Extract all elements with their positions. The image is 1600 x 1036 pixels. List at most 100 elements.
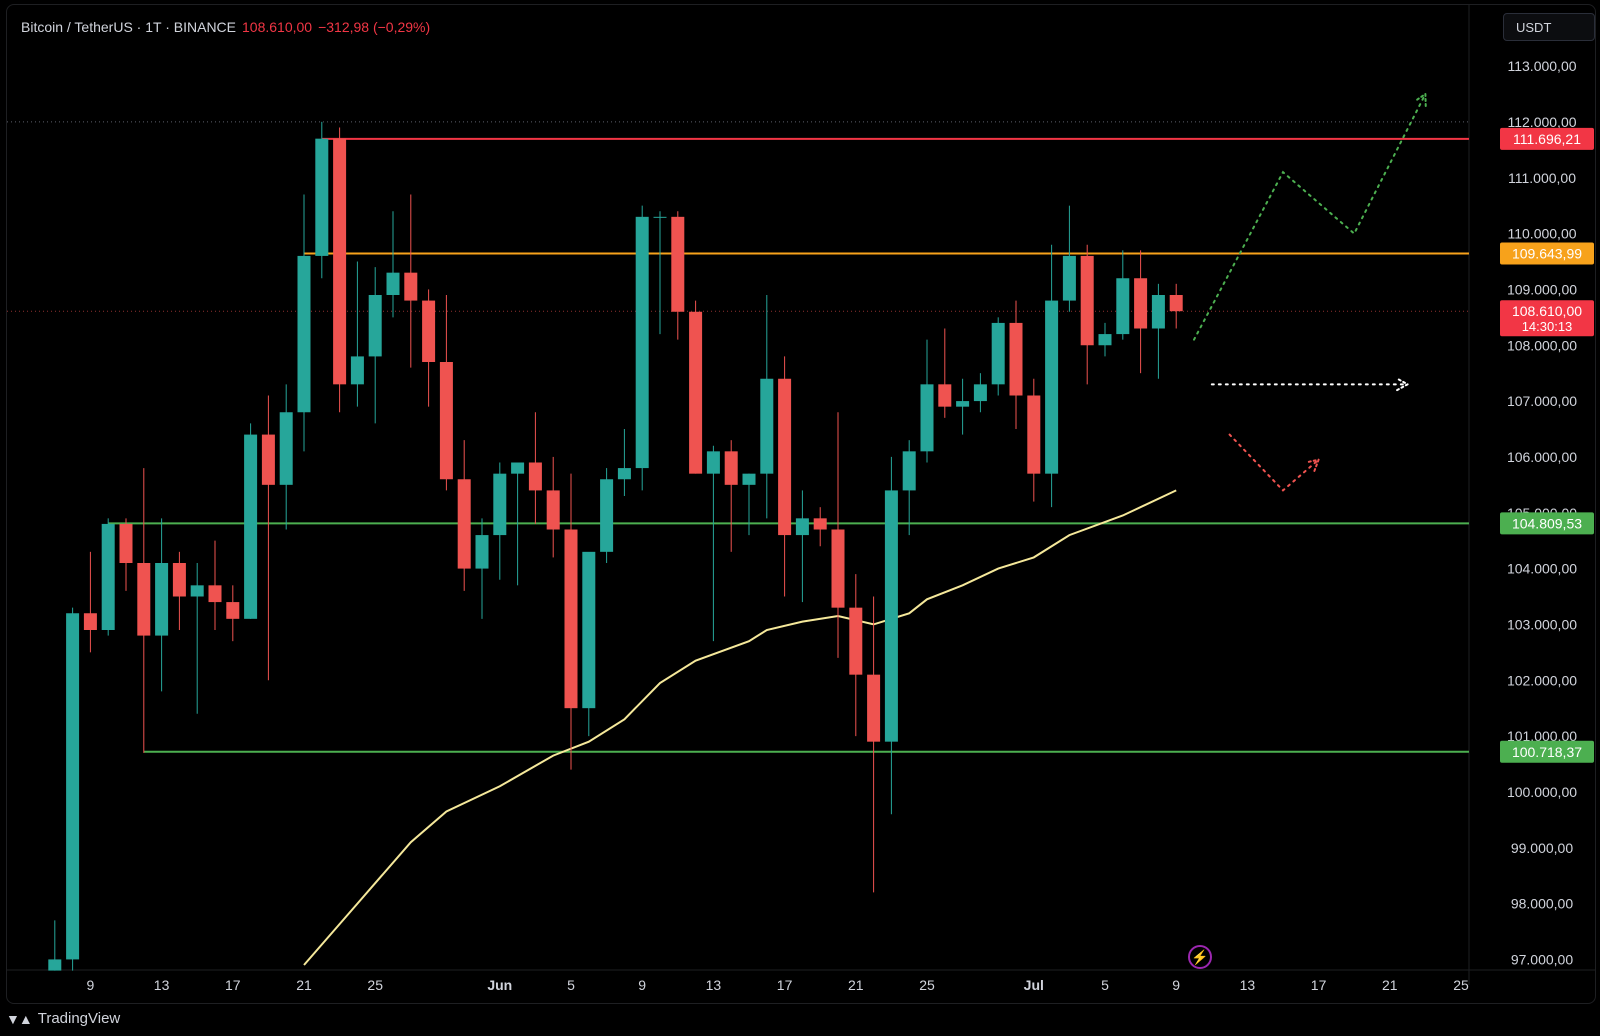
candle-body bbox=[66, 613, 80, 960]
y-tick-label: 106.000,00 bbox=[1507, 449, 1577, 465]
candlestick-chart[interactable]: 97.000,00 98.000,00 99.000,00 100.000,00 101… bbox=[7, 5, 1595, 1003]
candle-body bbox=[1116, 278, 1130, 335]
candle-body bbox=[1169, 295, 1183, 312]
candle bbox=[742, 473, 756, 536]
candle bbox=[867, 596, 881, 893]
candle-body bbox=[368, 295, 382, 357]
y-tick-label: 112.000,00 bbox=[1507, 114, 1576, 130]
current-price-countdown: 14:30:13 bbox=[1522, 319, 1573, 334]
candle bbox=[706, 445, 720, 642]
sideways-scenario-path-arrowhead bbox=[1396, 377, 1410, 392]
moving-average-line bbox=[303, 489, 1177, 966]
x-tick-label: 13 bbox=[706, 977, 722, 993]
x-tick-label: 17 bbox=[225, 977, 241, 993]
candle bbox=[1151, 283, 1165, 379]
header-change: −312,98 (−0,29%) bbox=[318, 19, 431, 35]
x-tick-label: 13 bbox=[1240, 977, 1256, 993]
candle bbox=[600, 468, 614, 563]
candle-body bbox=[137, 563, 151, 636]
candle-body bbox=[617, 468, 631, 480]
candle-body bbox=[902, 451, 916, 491]
candle-body bbox=[172, 563, 186, 597]
y-tick-label: 101.000,00 bbox=[1507, 728, 1577, 744]
candle bbox=[1098, 322, 1112, 357]
candle-body bbox=[119, 523, 133, 563]
candle bbox=[671, 211, 685, 340]
x-tick-label: 9 bbox=[87, 977, 95, 993]
candle bbox=[261, 395, 275, 681]
y-tick-label: 104.000,00 bbox=[1507, 561, 1577, 577]
candle bbox=[973, 373, 987, 413]
symbol-title[interactable]: Bitcoin / TetherUS · 1T · BINANCE bbox=[21, 19, 236, 35]
candle-body bbox=[1027, 395, 1041, 474]
x-tick-label: 13 bbox=[154, 977, 170, 993]
candle bbox=[155, 518, 169, 692]
mid-level-line-tag: 109.643,99 bbox=[1500, 242, 1594, 265]
y-tick-label: 109.000,00 bbox=[1507, 281, 1577, 297]
resistance-line-tag-bg bbox=[1500, 127, 1594, 150]
candle bbox=[66, 607, 80, 971]
candle bbox=[1169, 283, 1183, 329]
candle bbox=[920, 339, 934, 463]
candle-body bbox=[973, 384, 987, 402]
x-tick-label: 5 bbox=[1101, 977, 1109, 993]
candle-body bbox=[244, 434, 258, 619]
candle-body bbox=[439, 362, 453, 480]
candle bbox=[333, 127, 347, 413]
candle bbox=[546, 456, 560, 558]
x-tick-label: 9 bbox=[638, 977, 646, 993]
y-tick-label: 113.000,00 bbox=[1507, 58, 1576, 74]
candle-body bbox=[297, 255, 311, 413]
current-price-label: 108.610,00 bbox=[1512, 303, 1582, 319]
candle bbox=[991, 317, 1005, 396]
candle-body bbox=[493, 473, 507, 536]
candle-body bbox=[279, 412, 293, 485]
y-tick-label: 97.000,00 bbox=[1511, 951, 1573, 967]
candle-body bbox=[1080, 255, 1094, 346]
candle-body bbox=[511, 462, 525, 474]
candle-body bbox=[956, 401, 970, 407]
candle bbox=[1080, 244, 1094, 385]
candle-body bbox=[564, 529, 578, 709]
chart-frame: 97.000,00 98.000,00 99.000,00 100.000,00 101… bbox=[6, 4, 1596, 1004]
y-tick-label: 107.000,00 bbox=[1507, 393, 1577, 409]
candle-body bbox=[760, 378, 774, 474]
candle bbox=[635, 205, 649, 491]
candle-body bbox=[600, 479, 614, 552]
lightning-icon[interactable]: ⚡ bbox=[1188, 945, 1212, 969]
support-line-upper-tag-bg bbox=[1500, 512, 1594, 535]
candle bbox=[813, 507, 827, 547]
candle-body bbox=[422, 300, 436, 362]
footer-bar bbox=[0, 1004, 1600, 1036]
candle-body bbox=[48, 959, 62, 971]
candle-body bbox=[991, 322, 1005, 385]
candle-body bbox=[386, 272, 400, 295]
x-tick-label: 17 bbox=[777, 977, 793, 993]
mid-level-line-tag-bg bbox=[1500, 242, 1594, 265]
candle-body bbox=[261, 434, 275, 485]
support-line-lower-tag: 100.718,37 bbox=[1500, 740, 1594, 763]
x-tick-label: 21 bbox=[848, 977, 864, 993]
candle bbox=[190, 563, 204, 714]
bullish-scenario-path bbox=[1193, 93, 1427, 341]
candle bbox=[582, 551, 596, 737]
candle bbox=[795, 490, 809, 603]
candle-body bbox=[546, 490, 560, 530]
candle-body bbox=[653, 216, 667, 218]
x-tick-label: 25 bbox=[367, 977, 383, 993]
x-tick-label: 17 bbox=[1311, 977, 1327, 993]
candle bbox=[83, 551, 97, 653]
candle bbox=[137, 468, 151, 753]
candle bbox=[653, 211, 667, 335]
currency-button[interactable]: USDT bbox=[1503, 13, 1595, 41]
candle-body bbox=[1009, 322, 1023, 396]
candle bbox=[493, 462, 507, 580]
candle bbox=[368, 267, 382, 424]
candle-body bbox=[101, 523, 115, 630]
tradingview-logo[interactable]: ▼▲ TradingView bbox=[6, 1010, 120, 1027]
candle bbox=[617, 429, 631, 496]
candle-body bbox=[724, 451, 738, 485]
y-tick-label: 99.000,00 bbox=[1511, 840, 1573, 856]
y-tick-label: 110.000,00 bbox=[1507, 226, 1576, 242]
